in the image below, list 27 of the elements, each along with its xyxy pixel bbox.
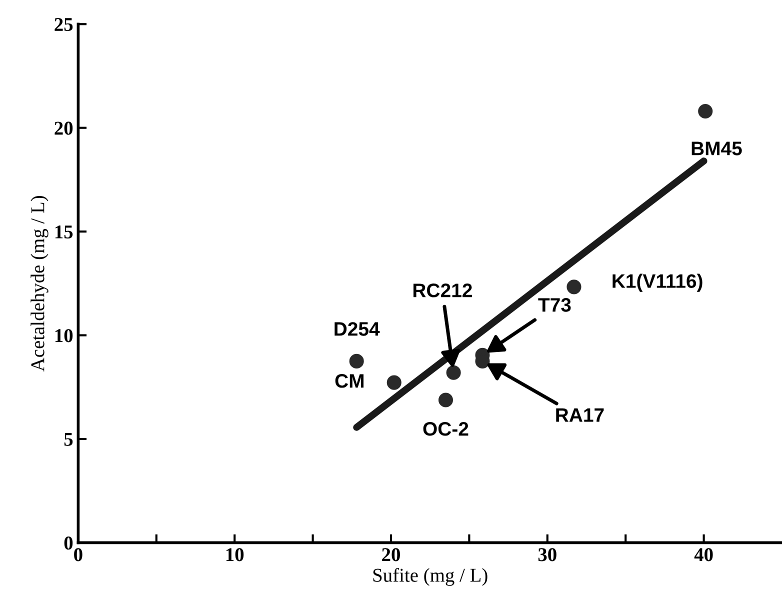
annotation: BM45 [692, 142, 742, 156]
annotation: CM [335, 374, 364, 388]
x-tick-label: 20 [382, 548, 400, 562]
annotation: RC212 [413, 284, 472, 298]
point [698, 104, 713, 119]
y-tick-label: 25 [54, 18, 73, 32]
x-axis-title: Sufite (mg / L) [373, 568, 488, 586]
x-tick-label: 30 [538, 548, 556, 562]
y-tick-label: 15 [55, 225, 73, 238]
x-tick-label: 10 [226, 548, 244, 562]
y-tick-label: 5 [64, 432, 73, 446]
point [438, 392, 454, 408]
x-tick-label: 40 [694, 548, 713, 562]
annotation: RA17 [556, 408, 604, 422]
y-tick-label: 10 [55, 329, 73, 342]
x-tick-label: 0 [74, 548, 82, 562]
y-tick-label: 20 [54, 122, 73, 135]
y-tick-label: 0 [64, 536, 73, 550]
annotation: T73 [538, 298, 571, 312]
annotation: K1(V1116) [612, 274, 702, 292]
point [446, 365, 461, 380]
annotation: OC-2 [423, 422, 468, 436]
point [566, 280, 582, 294]
point [386, 375, 402, 390]
y-axis-title: Acetaldehyde (mg / L) [30, 196, 48, 372]
annotation: D254 [334, 322, 380, 336]
point [349, 354, 364, 368]
